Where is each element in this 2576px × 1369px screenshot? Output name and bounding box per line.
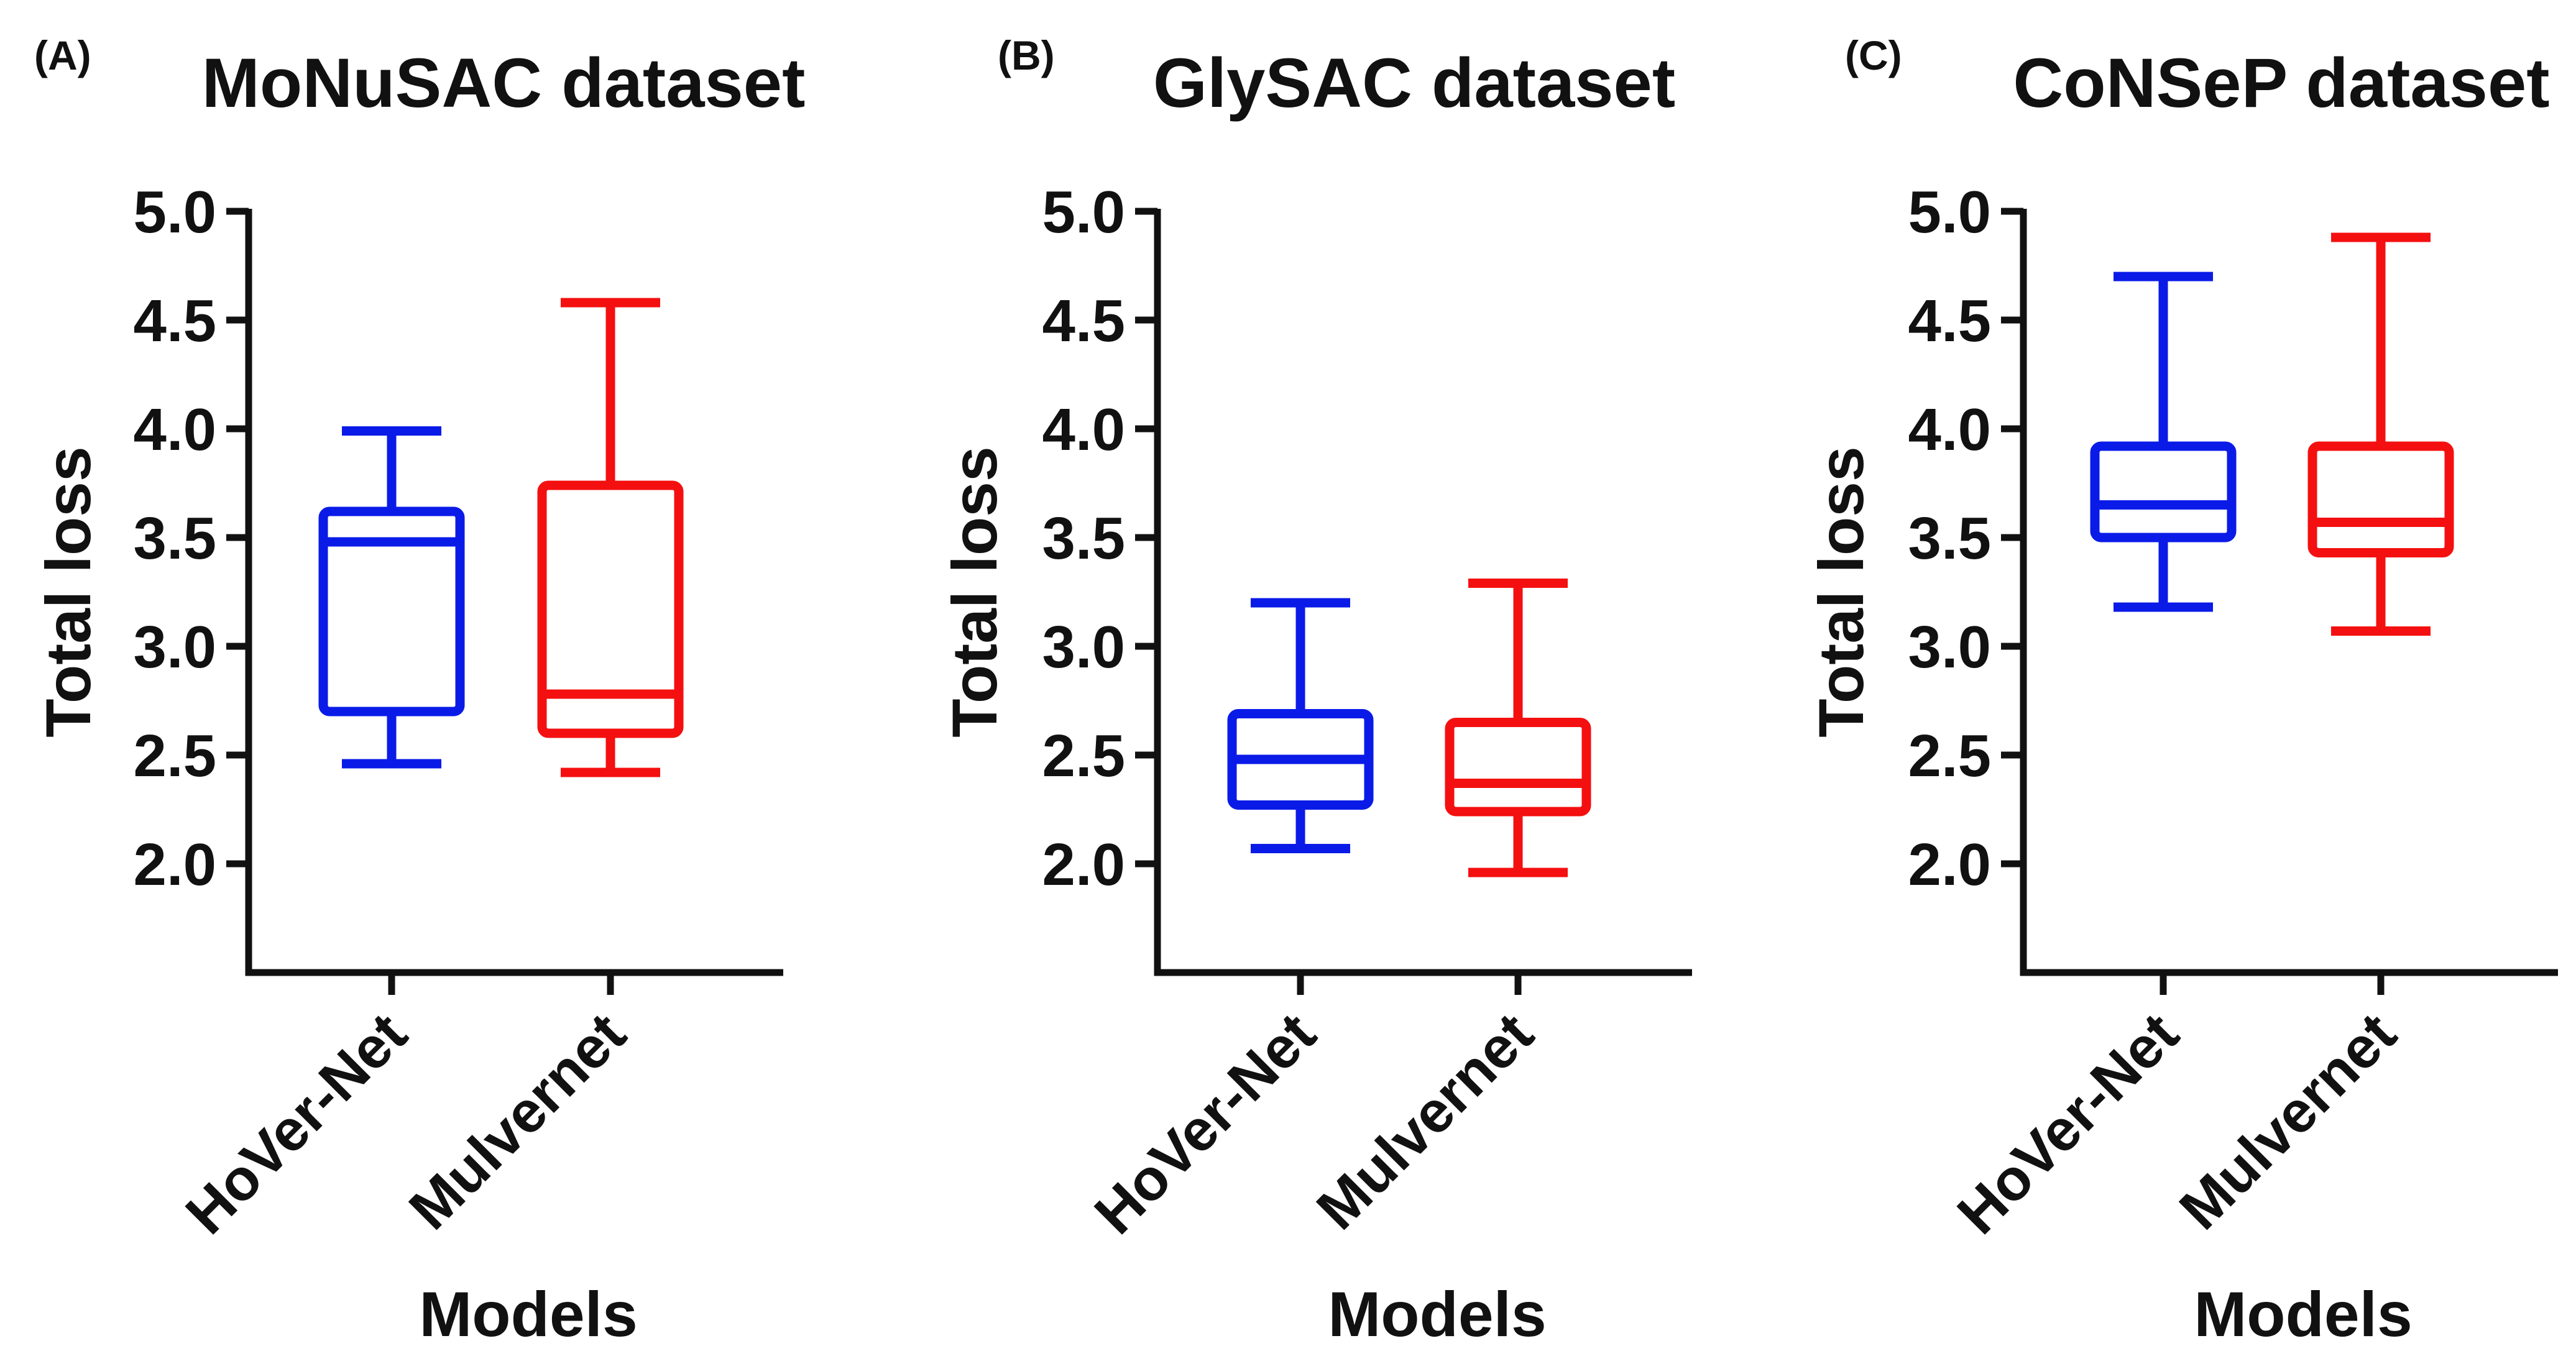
y-tick-label: 2.0 [134,831,216,898]
x-category-label: Mulvernet [1304,1000,1545,1242]
panel-0: (A) MoNuSAC dataset 2.0 2.5 3.0 3.5 4.0 4.5 5.0 T… [33,32,805,1350]
y-tick-label: 3.5 [134,505,216,572]
y-tick-label: 4.0 [1908,396,1991,463]
x-category-label: Mulvernet [2167,1000,2408,1242]
x-axis-label: Models [1328,1279,1546,1350]
x-category-label: HoVer-Net [1945,1000,2191,1247]
x-category-label: HoVer-Net [173,1000,420,1247]
box-mulvernet [537,298,684,777]
y-tick-label: 3.0 [1908,614,1991,680]
y-axis-label: Total loss [939,446,1010,738]
iqr-box [2090,441,2237,543]
y-tick-label: 2.5 [134,723,216,789]
iqr-box [1445,718,1591,817]
iqr-box [318,506,465,717]
panel-1: (B) GlySAC dataset 2.0 2.5 3.0 3.5 4.0 4.5 5.0 To… [939,32,1692,1350]
x-axis-label: Models [2194,1279,2412,1350]
x-axis-label: Models [419,1279,637,1350]
box-hover-net [318,426,465,769]
panel-label: (C) [1845,32,1902,78]
chart-title: GlySAC dataset [1153,44,1675,122]
y-tick-label: 3.5 [1908,505,1991,572]
x-category-label: HoVer-Net [1082,1000,1328,1247]
y-axis-label: Total loss [33,446,104,738]
y-tick-label: 5.0 [1042,179,1125,245]
y-tick-label: 3.0 [1042,614,1125,680]
panel-label: (A) [34,32,91,78]
y-tick-label: 2.0 [1908,831,1991,898]
y-tick-label: 4.0 [134,396,216,463]
y-tick-label: 2.5 [1908,723,1991,789]
y-tick-label: 4.5 [1042,288,1125,354]
box-mulvernet [1445,579,1591,877]
panel-2: (C) CoNSeP dataset 2.0 2.5 3.0 3.5 4.0 4.5 5.0 To… [1806,32,2558,1350]
y-tick-label: 4.5 [1908,288,1991,354]
iqr-box [537,480,684,738]
y-tick-label: 2.0 [1042,831,1125,898]
box-hover-net [1227,598,1374,853]
iqr-box [2307,441,2454,557]
y-tick-label: 3.5 [1042,505,1125,572]
y-tick-label: 4.5 [134,288,216,354]
chart-title: MoNuSAC dataset [202,44,806,122]
box-hover-net [2090,272,2237,612]
y-tick-label: 2.5 [1042,723,1125,789]
y-tick-label: 5.0 [1908,179,1991,245]
y-tick-label: 3.0 [134,614,216,680]
panel-label: (B) [998,32,1055,78]
chart-title: CoNSeP dataset [2013,44,2549,122]
box-mulvernet [2307,232,2454,636]
y-tick-label: 4.0 [1042,396,1125,463]
x-category-label: Mulvernet [397,1000,638,1242]
y-axis-label: Total loss [1806,446,1877,738]
y-tick-label: 5.0 [134,179,216,245]
